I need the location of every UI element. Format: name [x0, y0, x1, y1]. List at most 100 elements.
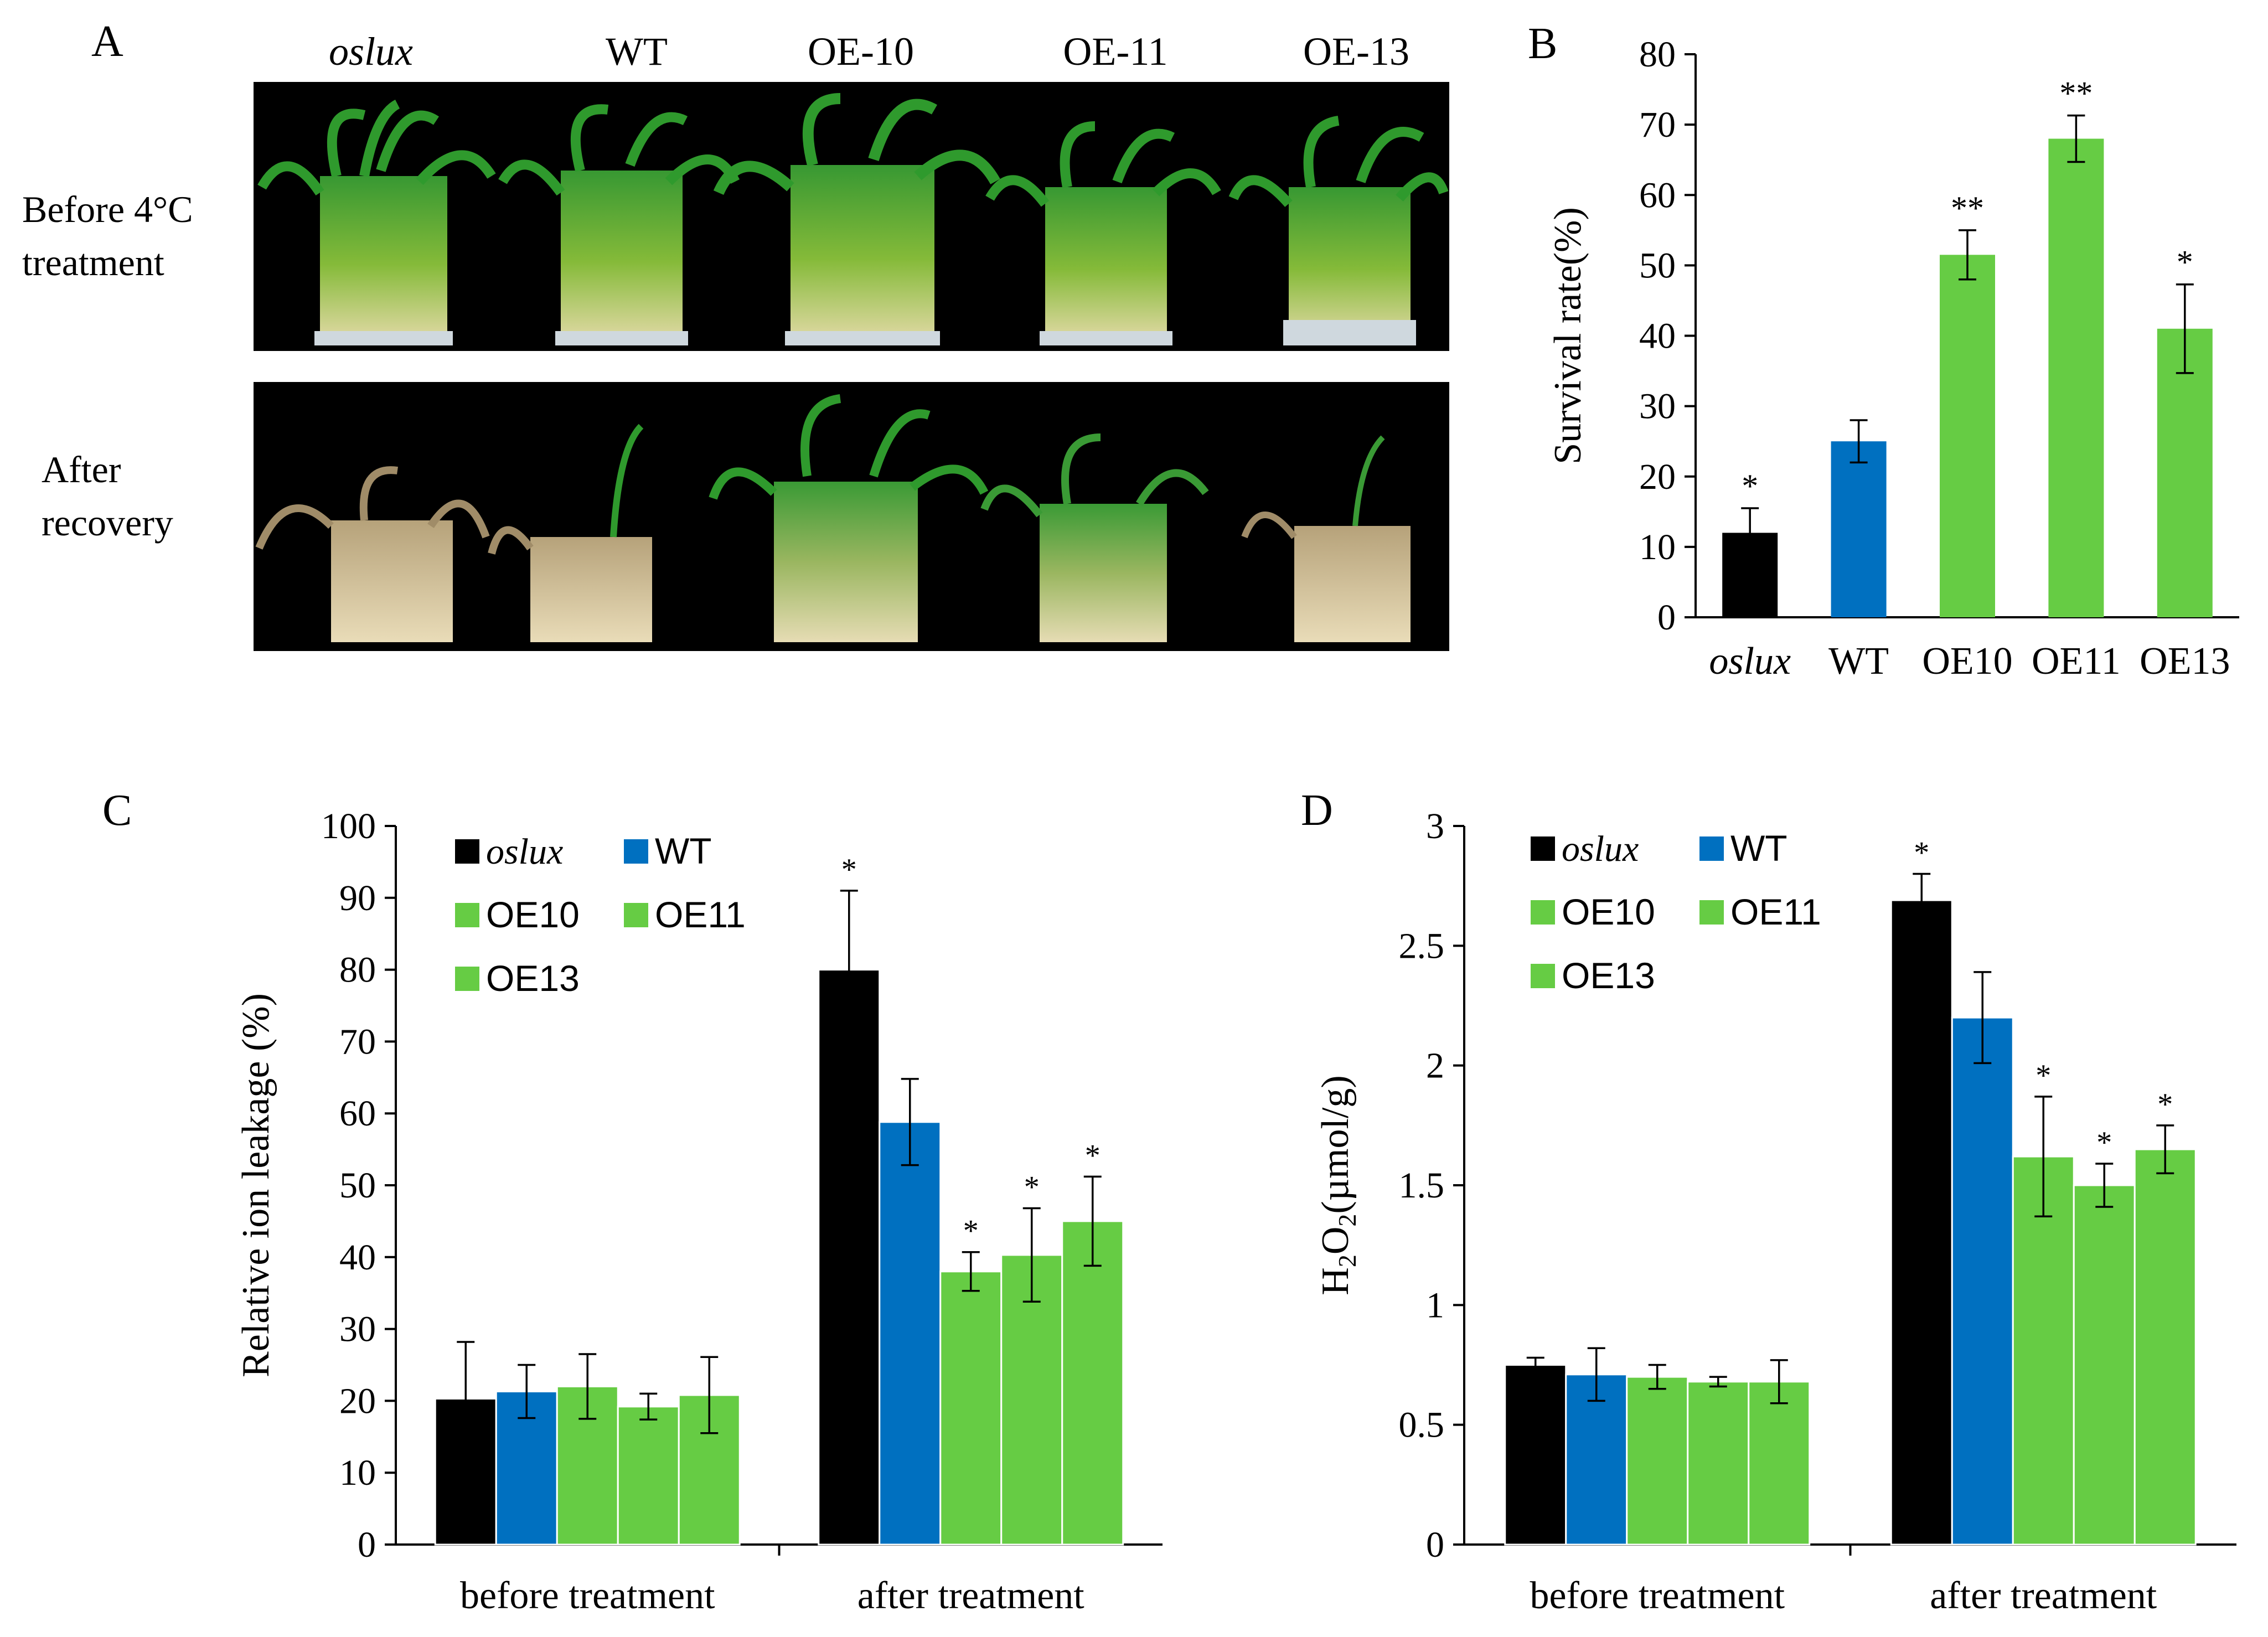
row-label-before-line2: treatment [22, 241, 164, 283]
plant-tray-oe10-recovered [709, 394, 989, 642]
genotype-label-oe13: OE-13 [1303, 29, 1409, 74]
c-legend-label-OE10: OE10 [486, 894, 580, 935]
d-bar-OE10 [1626, 1376, 1689, 1546]
b-category-label: oslux [1709, 640, 1791, 683]
b-ytick-label: 0 [1657, 597, 1676, 638]
b-ytick-label: 20 [1639, 457, 1676, 497]
d-legend-swatch-OE10 [1531, 900, 1555, 925]
photo-after-graphic [255, 394, 1411, 642]
c-legend-label-OE11: OE11 [655, 894, 746, 935]
d-ytick-label: 2 [1426, 1046, 1444, 1086]
row-label-before: Before 4°C treatment [22, 183, 193, 289]
d-bar-oslux [1890, 899, 1953, 1546]
c-ytick-label: 20 [339, 1381, 376, 1421]
c-significance-mark: * [841, 853, 857, 887]
row-label-before-line1: Before 4°C [22, 188, 193, 230]
b-bar-WT [1831, 441, 1887, 617]
d-legend-label-OE11: OE11 [1730, 891, 1821, 932]
plant-tray-oe11 [985, 121, 1221, 345]
d-y-axis-title-part: H [1314, 1267, 1357, 1295]
d-y-axis-title-part: 2 [1333, 1254, 1361, 1267]
c-bar-OE13 [1061, 1220, 1124, 1546]
plant-tray-oslux-dried [255, 466, 490, 642]
b-significance-mark: ** [2059, 75, 2093, 112]
c-ytick-label: 50 [339, 1165, 376, 1206]
c-y-axis-title: Relative ion leakage (%) [235, 993, 277, 1377]
d-panel-letter: D [1301, 786, 1333, 835]
b-category-label: OE10 [1922, 640, 2012, 683]
d-legend-label-OE13: OE13 [1562, 955, 1655, 996]
d-ytick-label: 1 [1426, 1285, 1444, 1325]
d-bar-OE13 [2133, 1148, 2197, 1546]
d-legend-swatch-OE13 [1531, 964, 1555, 988]
d-legend-label-oslux: oslux [1562, 829, 1639, 869]
b-ytick-label: 30 [1639, 386, 1676, 427]
b-ytick-label: 10 [1639, 527, 1676, 567]
c-ytick-label: 90 [339, 878, 376, 918]
plant-tray-oe10 [713, 93, 1000, 345]
c-legend-label-WT: WT [655, 830, 712, 871]
c-legend-swatch-OE13 [455, 967, 479, 991]
c-legend-swatch-OE11 [624, 903, 648, 927]
c-bar-OE11 [617, 1406, 680, 1546]
b-ytick-label: 50 [1639, 245, 1676, 286]
c-legend-label-oslux: oslux [486, 832, 563, 872]
c-ytick-label: 40 [339, 1237, 376, 1278]
d-legend-swatch-OE11 [1699, 900, 1724, 925]
c-ytick-label: 80 [339, 950, 376, 990]
plant-tray-oe13-dried [1241, 435, 1411, 642]
b-ytick-label: 70 [1639, 105, 1676, 145]
plant-tray-wt-dried [488, 424, 652, 642]
c-panel-letter: C [102, 786, 132, 835]
b-bar-OE11 [2048, 138, 2104, 618]
b-y-axis-title: Survival rate(%) [1547, 207, 1589, 464]
d-bar-OE11 [2073, 1184, 2136, 1546]
c-ytick-label: 10 [339, 1453, 376, 1493]
c-legend-label-OE13: OE13 [486, 958, 580, 999]
panel-b-letter: B [1528, 19, 1557, 68]
d-ytick-label: 2.5 [1399, 926, 1445, 966]
genotype-label-oslux: oslux [329, 29, 413, 74]
row-label-after: After recovery [42, 443, 173, 549]
c-bar-oslux [434, 1398, 497, 1546]
d-legend-label-OE10: OE10 [1562, 891, 1655, 932]
d-bar-OE10 [2012, 1155, 2075, 1546]
genotype-label-wt: WT [606, 29, 668, 74]
d-bar-OE11 [1687, 1381, 1750, 1546]
d-bar-oslux [1504, 1364, 1567, 1546]
d-y-axis-title-part: (µmol/g) [1314, 1075, 1357, 1213]
plant-tray-oe11-recovered [980, 433, 1209, 642]
b-significance-mark: * [1742, 468, 1758, 504]
c-bar-OE10 [556, 1385, 619, 1546]
c-ytick-label: 70 [339, 1021, 376, 1062]
d-category-label: before treatment [1530, 1574, 1785, 1617]
plant-tray-oe13 [1228, 116, 1449, 345]
c-bar-OE11 [1000, 1254, 1063, 1546]
c-category-label: after treatment [857, 1574, 1085, 1617]
c-ytick-label: 30 [339, 1309, 376, 1350]
row-label-after-line1: After [42, 448, 121, 490]
c-legend-swatch-OE10 [455, 903, 479, 927]
d-significance-mark: * [1914, 836, 1929, 870]
c-ytick-label: 60 [339, 1093, 376, 1134]
c-significance-mark: * [1024, 1170, 1040, 1205]
b-category-label: OE13 [2140, 640, 2230, 683]
plant-tray-oslux [257, 99, 496, 345]
b-significance-mark: ** [1951, 190, 1984, 226]
d-legend-swatch-oslux [1531, 836, 1555, 861]
photo-before-graphic [257, 93, 1449, 345]
plant-tray-wt [498, 104, 740, 345]
c-significance-mark: * [963, 1214, 979, 1248]
b-bar-OE13 [2157, 328, 2213, 617]
b-ytick-label: 60 [1639, 175, 1676, 215]
c-bar-WT [879, 1121, 942, 1546]
row-label-after-line2: recovery [42, 502, 173, 544]
d-y-axis-title-part: O [1314, 1227, 1357, 1255]
d-ytick-label: 0 [1426, 1525, 1444, 1565]
photo-after-recovery [254, 382, 1449, 651]
b-significance-mark: * [2177, 244, 2193, 281]
d-significance-mark: * [2035, 1058, 2051, 1093]
genotype-label-oe10: OE-10 [808, 29, 914, 74]
